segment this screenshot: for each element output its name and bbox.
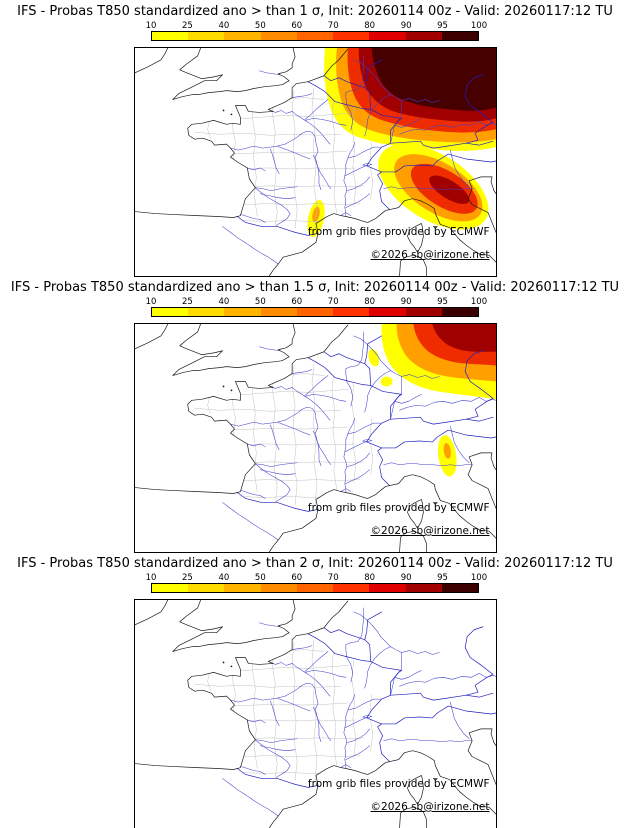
- colorbar-segment: [296, 308, 334, 316]
- colorbar-segment: [224, 308, 261, 316]
- probability-colorbar: 10 25 40 50 60 70 80 90 95 100: [146, 573, 488, 593]
- colorbar-tick-label: 25: [182, 21, 193, 31]
- colorbar-segment: [296, 32, 334, 40]
- colorbar-tick-label: 80: [364, 21, 376, 31]
- colorbar-tick-label: 95: [437, 21, 448, 31]
- colorbar-tick-label: 60: [291, 573, 303, 583]
- colorbar-gradient-bar: [151, 31, 479, 41]
- colorbar-segment: [260, 584, 297, 592]
- copyright-link[interactable]: ©2026 sb@irizone.net: [370, 801, 490, 813]
- forecast-panel-1point5sigma: IFS - Probas T850 standardized ano > tha…: [0, 276, 630, 553]
- colorbar-tick-label: 40: [218, 573, 230, 583]
- colorbar-tick-label: 70: [327, 21, 339, 31]
- colorbar-segment: [188, 308, 225, 316]
- colorbar-segment: [224, 32, 261, 40]
- map-1point5sigma: [135, 324, 496, 552]
- colorbar-segment: [369, 308, 406, 316]
- colorbar-tick-label: 25: [182, 297, 193, 307]
- colorbar-tick-labels: 10 25 40 50 60 70 80 90 95 100: [146, 573, 488, 583]
- colorbar-tick-label: 95: [437, 573, 448, 583]
- colorbar-segment: [260, 32, 297, 40]
- colorbar-segment: [405, 308, 442, 316]
- colorbar-tick-label: 70: [327, 573, 339, 583]
- colorbar-tick-label: 60: [291, 21, 303, 31]
- forecast-panel-1sigma: IFS - Probas T850 standardized ano > tha…: [0, 0, 630, 277]
- colorbar-tick-label: 90: [400, 21, 412, 31]
- colorbar-tick-labels: 10 25 40 50 60 70 80 90 95 100: [146, 297, 488, 307]
- map-frame-1sigma: from grib files provided by ECMWF ©2026 …: [133, 47, 497, 277]
- colorbar-segment: [152, 584, 189, 592]
- forecast-panel-2sigma: IFS - Probas T850 standardized ano > tha…: [0, 552, 630, 828]
- colorbar-tick-label: 100: [470, 573, 488, 583]
- panel-title: IFS - Probas T850 standardized ano > tha…: [17, 4, 613, 19]
- colorbar-tick-label: 70: [327, 297, 339, 307]
- colorbar-tick-label: 40: [218, 297, 230, 307]
- map-2sigma: [135, 600, 496, 828]
- colorbar-segment: [333, 32, 370, 40]
- colorbar-segment: [369, 584, 406, 592]
- colorbar-segment: [188, 584, 225, 592]
- colorbar-tick-label: 40: [218, 21, 230, 31]
- colorbar-segment: [296, 584, 334, 592]
- colorbar-tick-label: 90: [400, 573, 412, 583]
- colorbar-segment: [441, 32, 478, 40]
- colorbar-segment: [224, 584, 261, 592]
- colorbar-segment: [152, 32, 189, 40]
- colorbar-tick-label: 25: [182, 573, 193, 583]
- colorbar-tick-label: 10: [145, 573, 157, 583]
- copyright-link[interactable]: ©2026 sb@irizone.net: [370, 249, 490, 261]
- colorbar-segment: [260, 308, 297, 316]
- colorbar-tick-label: 50: [254, 297, 266, 307]
- colorbar-tick-label: 100: [470, 21, 488, 31]
- colorbar-segment: [333, 584, 370, 592]
- colorbar-tick-label: 10: [145, 21, 157, 31]
- colorbar-segment: [441, 308, 478, 316]
- colorbar-segment: [333, 308, 370, 316]
- map-frame-2sigma: from grib files provided by ECMWF ©2026 …: [133, 599, 497, 828]
- colorbar-tick-label: 60: [291, 297, 303, 307]
- colorbar-tick-label: 50: [254, 573, 266, 583]
- data-source-attribution: from grib files provided by ECMWF: [307, 502, 490, 514]
- map-1sigma: [135, 48, 496, 276]
- colorbar-segment: [405, 32, 442, 40]
- probability-colorbar: 10 25 40 50 60 70 80 90 95 100: [146, 21, 488, 41]
- colorbar-tick-label: 50: [254, 21, 266, 31]
- colorbar-segment: [369, 32, 406, 40]
- colorbar-tick-label: 95: [437, 297, 448, 307]
- probability-colorbar: 10 25 40 50 60 70 80 90 95 100: [146, 297, 488, 317]
- copyright-link[interactable]: ©2026 sb@irizone.net: [370, 525, 490, 537]
- colorbar-tick-label: 100: [470, 297, 488, 307]
- colorbar-segment: [152, 308, 189, 316]
- probability-overlay: [303, 48, 496, 248]
- data-source-attribution: from grib files provided by ECMWF: [307, 226, 490, 238]
- colorbar-tick-label: 80: [364, 573, 376, 583]
- colorbar-segment: [441, 584, 478, 592]
- panel-title: IFS - Probas T850 standardized ano > tha…: [17, 556, 613, 571]
- colorbar-tick-label: 90: [400, 297, 412, 307]
- colorbar-tick-label: 10: [145, 297, 157, 307]
- data-source-attribution: from grib files provided by ECMWF: [307, 778, 490, 790]
- colorbar-segment: [188, 32, 225, 40]
- colorbar-gradient-bar: [151, 583, 479, 593]
- colorbar-tick-label: 80: [364, 297, 376, 307]
- colorbar-segment: [405, 584, 442, 592]
- panel-title: IFS - Probas T850 standardized ano > tha…: [10, 280, 620, 295]
- colorbar-gradient-bar: [151, 307, 479, 317]
- map-frame-1point5sigma: from grib files provided by ECMWF ©2026 …: [133, 323, 497, 553]
- colorbar-tick-labels: 10 25 40 50 60 70 80 90 95 100: [146, 21, 488, 31]
